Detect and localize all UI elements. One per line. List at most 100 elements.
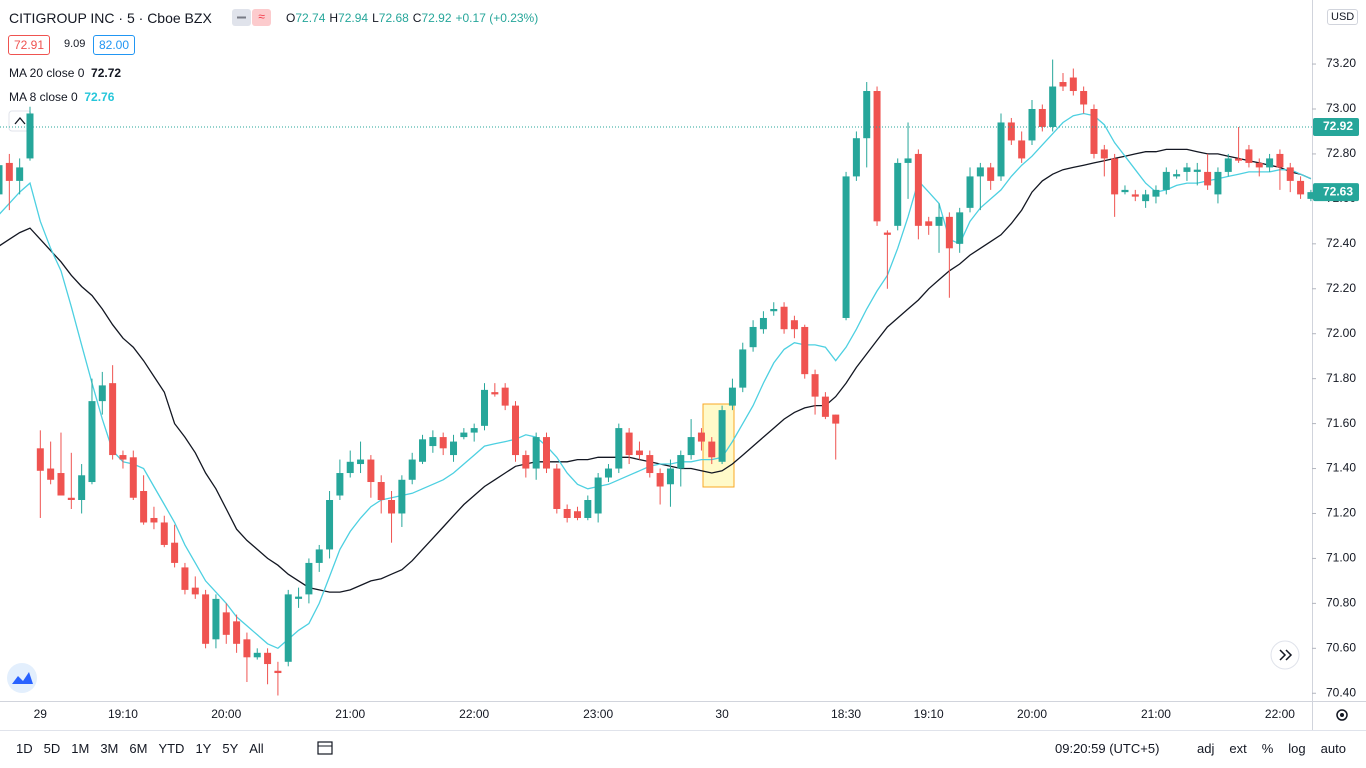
candle-body [1090, 108, 1098, 154]
candle-body [522, 455, 530, 469]
option-button[interactable]: auto [1320, 741, 1346, 756]
ask-price[interactable]: 82.00 [93, 35, 136, 55]
candle-body [749, 326, 757, 348]
settings-gear[interactable] [1336, 709, 1348, 721]
candle-body [883, 232, 891, 235]
y-tick-label: 70.80 [1326, 596, 1356, 610]
candle-body [1152, 189, 1160, 197]
option-button[interactable]: % [1261, 741, 1274, 756]
y-tick-label: 73.20 [1326, 56, 1356, 70]
candle-body [160, 522, 168, 545]
ma20-value: 72.72 [91, 66, 122, 80]
option-button[interactable]: ext [1229, 741, 1247, 756]
candle-body [842, 176, 850, 318]
candle-body [1224, 158, 1232, 172]
candle-body [1069, 77, 1077, 92]
candle-body [801, 326, 809, 375]
bid-price[interactable]: 72.91 [8, 35, 51, 55]
ohlc-value: 72.68 [378, 11, 409, 25]
option-button[interactable]: log [1288, 741, 1306, 756]
candle-body [1018, 140, 1026, 159]
compare-icon[interactable] [317, 741, 333, 755]
candle-body [481, 389, 489, 426]
candle-body [1235, 158, 1243, 161]
candle-body [450, 441, 458, 456]
candle-body [863, 91, 871, 139]
options-bar: adj ext% log auto [1197, 741, 1361, 756]
candle-body [1162, 171, 1170, 190]
candle-body [945, 216, 953, 249]
candle-body [811, 374, 819, 397]
y-tick-label: 72.00 [1326, 326, 1356, 340]
candle-body [439, 437, 447, 449]
candle-body [914, 153, 922, 226]
candle-body [1266, 158, 1274, 168]
candle-body [1131, 194, 1139, 197]
spread: 9.09 [64, 38, 86, 50]
candle-body [925, 221, 933, 226]
period-button[interactable]: 3M [100, 741, 119, 756]
candle-body [129, 457, 137, 498]
price-label-box [1313, 117, 1359, 136]
period-button[interactable]: All [249, 741, 264, 756]
candle-body [697, 432, 705, 442]
candle-body [512, 405, 519, 456]
candle-body [852, 138, 860, 177]
header-icons[interactable]: ≈ [232, 9, 271, 26]
y-tick-label: 71.60 [1326, 416, 1356, 430]
symbol-title[interactable]: CITIGROUP INC · 5 · Cboe BZX [9, 10, 212, 26]
x-tick-label: 22:00 [459, 707, 489, 721]
candle-body [36, 448, 44, 471]
candle-body [119, 455, 127, 460]
candle-body [666, 468, 674, 485]
candle-body [1111, 158, 1119, 195]
candle-body [1038, 108, 1046, 127]
candle-body [305, 562, 313, 595]
x-tick-label: 29 [34, 707, 48, 721]
candle-body [542, 437, 550, 469]
candle-body [367, 459, 375, 483]
ohlc-letter: O [286, 11, 296, 25]
period-button[interactable]: 5Y [222, 741, 239, 756]
candle-body [615, 428, 623, 469]
x-tick-label: 22:00 [1265, 707, 1295, 721]
candle-body [491, 392, 499, 395]
candle-body [88, 401, 96, 483]
candle-body [98, 385, 106, 402]
candle-body [1297, 180, 1305, 195]
period-button[interactable]: 6M [129, 741, 148, 756]
candle-body [935, 216, 943, 226]
candle-body [708, 441, 716, 458]
candle-body [336, 473, 344, 496]
period-button[interactable]: 1D [16, 741, 33, 756]
period-button[interactable]: 1M [71, 741, 90, 756]
ma8-value: 72.76 [84, 90, 115, 104]
candle-body [274, 670, 282, 674]
candle-body [26, 113, 34, 159]
period-bar: 1D 5D 1M 3M 6M YTD 1Y 5Y All [16, 741, 275, 756]
candle-body [326, 500, 334, 550]
candle-body [140, 491, 148, 523]
candle-body [346, 461, 354, 474]
option-button[interactable]: adj [1197, 741, 1215, 756]
ohlc-letter: L [372, 11, 379, 25]
ohlc-value: 72.74 [295, 11, 326, 25]
scroll-right-button[interactable] [1270, 640, 1300, 670]
candle-body [646, 455, 654, 474]
candle-body [315, 549, 323, 563]
candle-body [656, 473, 664, 487]
candle-body [0, 165, 3, 195]
period-button[interactable]: 5D [43, 741, 61, 756]
candle-body [1173, 174, 1181, 177]
candle-body [604, 468, 612, 478]
candle-body [1142, 194, 1150, 202]
candle-body [832, 414, 840, 424]
candle-body [956, 212, 964, 244]
candle-body [408, 459, 416, 480]
currency[interactable]: USD [1327, 9, 1359, 25]
period-button[interactable]: YTD [158, 741, 185, 756]
candle-body [718, 410, 726, 462]
y-tick-label: 71.20 [1326, 506, 1356, 520]
period-button[interactable]: 1Y [195, 741, 212, 756]
